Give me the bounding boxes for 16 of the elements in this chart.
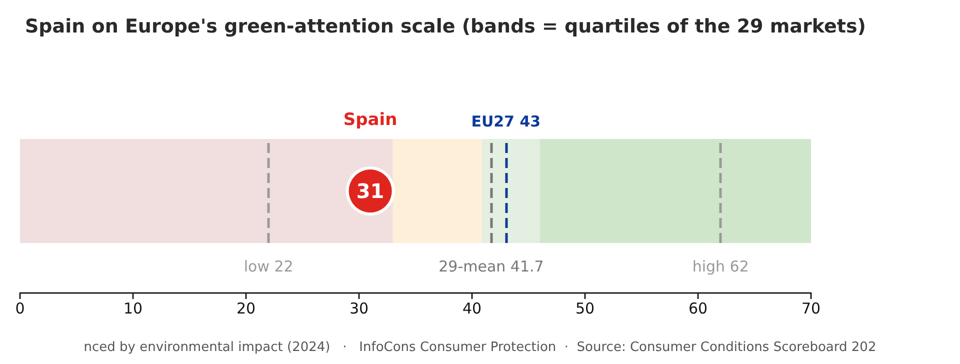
x-tick-label: 60 [688, 300, 708, 318]
text: Spain [343, 110, 398, 130]
x-tick-label: 0 [15, 300, 25, 318]
x-tick-label: 20 [236, 300, 256, 318]
x-tick-label: 40 [462, 300, 482, 318]
chart-title: Spain on Europe's green-attention scale (bands = quartiles of the 29 markets) [25, 16, 866, 38]
ref-line-label: low 22 [244, 258, 294, 276]
x-tick-label: 70 [801, 300, 821, 318]
text: nced by environmental impact (2024) · InfoCons Consumer Protection · Source: Consumer Conditions Scoreboard 202 [84, 340, 876, 355]
data-label: 31 [356, 179, 384, 203]
ref-line-label: high 62 [692, 258, 749, 276]
ref-line-label: 29-mean 41.7 [438, 258, 544, 276]
x-tick-label: 10 [123, 300, 143, 318]
ref-line-label: EU27 43 [471, 112, 541, 130]
x-tick-label: 30 [349, 300, 369, 318]
x-tick-label: 50 [575, 300, 595, 318]
